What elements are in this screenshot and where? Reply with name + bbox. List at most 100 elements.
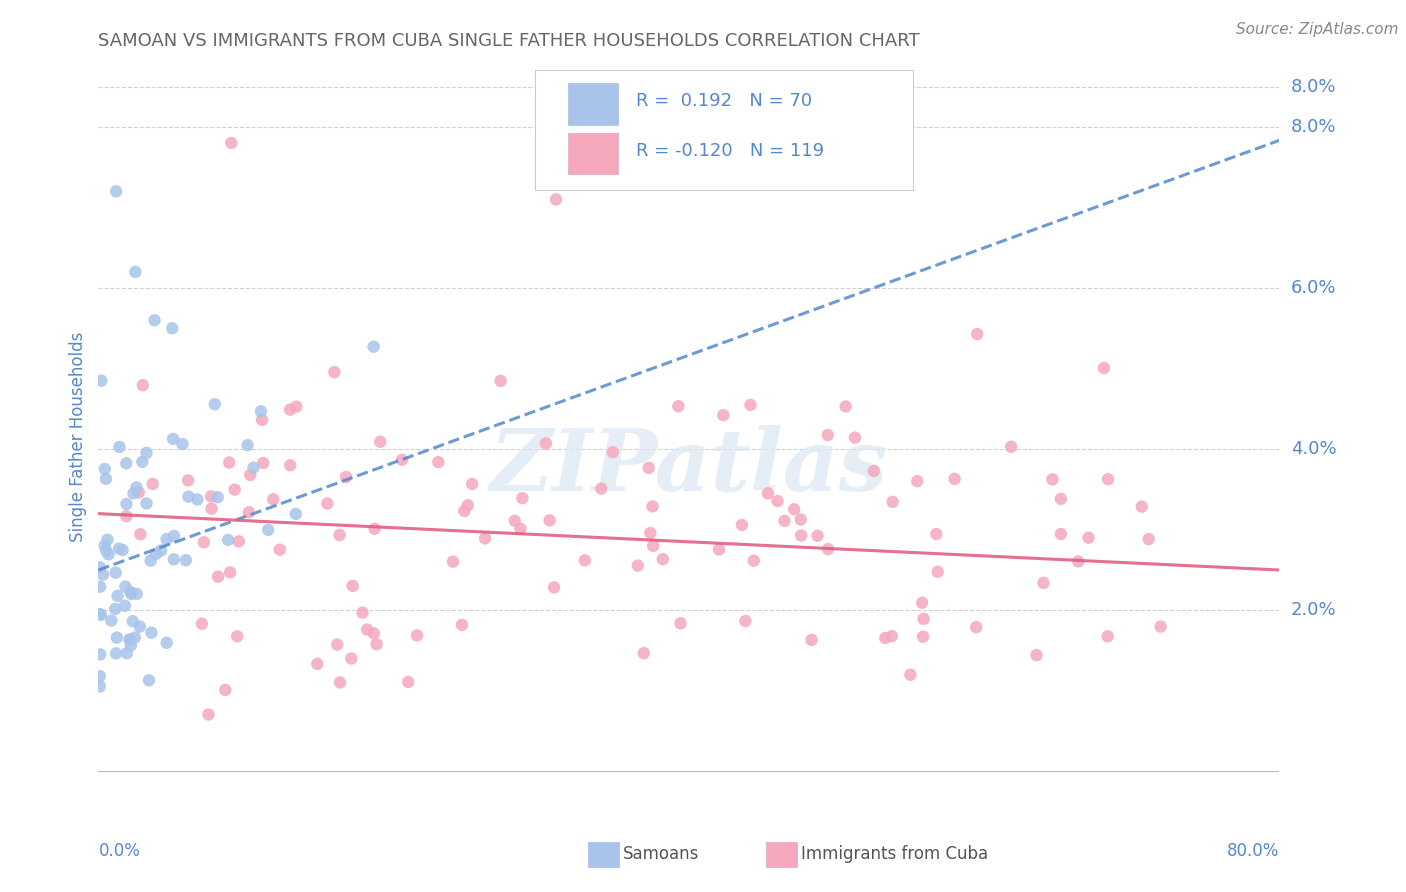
Text: 8.0%: 8.0% [1291,78,1336,95]
Point [94,543,117,558]
Point [250,413,273,427]
Point [783,502,806,516]
Point [108,541,131,556]
Point [882,495,904,509]
Point [125,587,148,601]
Point [114,599,136,613]
Point [89,648,111,662]
Point [89,669,111,683]
Text: ZIPatlas: ZIPatlas [489,425,889,508]
Point [335,470,357,484]
Point [666,399,689,413]
Point [1050,527,1073,541]
Point [591,482,613,496]
Point [766,494,789,508]
Point [457,499,479,513]
Point [115,509,138,524]
Point [242,460,264,475]
Point [966,326,988,341]
Point [391,452,413,467]
Text: 2.0%: 2.0% [1291,601,1336,619]
Point [207,569,229,583]
Point [643,539,665,553]
Point [509,522,531,536]
Bar [568,133,619,174]
Point [905,474,928,488]
Point [1025,648,1047,662]
Point [125,480,148,494]
Point [844,431,866,445]
Point [129,619,152,633]
Point [912,612,935,626]
Point [239,467,262,482]
Point [135,446,157,460]
Point [115,646,138,660]
Point [543,580,565,594]
Point [204,397,226,411]
Point [96,533,118,547]
Point [911,596,934,610]
Bar [568,84,619,125]
Point [307,657,329,671]
Point [143,313,166,327]
Point [817,428,839,442]
Point [342,579,364,593]
Point [862,464,884,478]
Text: SAMOAN VS IMMIGRANTS FROM CUBA SINGLE FATHER HOUSEHOLDS CORRELATION CHART: SAMOAN VS IMMIGRANTS FROM CUBA SINGLE FA… [98,32,920,50]
Point [115,456,138,470]
Point [177,490,200,504]
Y-axis label: Single Father Households: Single Father Households [69,332,87,542]
Point [89,580,111,594]
Point [197,707,219,722]
Point [207,490,229,504]
Point [352,606,374,620]
Point [257,523,280,537]
Point [538,513,561,527]
Point [574,553,596,567]
Point [512,491,534,505]
Point [278,458,301,473]
Point [707,542,730,557]
Point [172,437,194,451]
Point [640,526,662,541]
Text: Samoans: Samoans [623,845,699,863]
Point [602,445,624,459]
Point [927,565,949,579]
Point [965,620,987,634]
Point [162,432,184,446]
Point [546,193,568,207]
Point [1077,531,1099,545]
Point [368,434,391,449]
Point [111,543,134,558]
Point [252,456,274,470]
Point [155,532,177,546]
Point [534,436,557,450]
Point [135,496,157,510]
Point [105,631,128,645]
Point [912,630,935,644]
Point [363,340,385,354]
Point [121,614,143,628]
Point [1130,500,1153,514]
Point [218,455,240,469]
Point [97,548,120,562]
Point [228,534,250,549]
Point [150,543,173,558]
Point [142,476,165,491]
Point [89,680,111,694]
Point [441,555,464,569]
Point [162,321,183,335]
Point [734,614,756,628]
Point [669,616,692,631]
Point [118,632,141,647]
Point [90,607,112,622]
Point [94,462,117,476]
Point [1097,629,1119,643]
Point [633,646,655,660]
Point [224,483,246,497]
Point [163,552,186,566]
Point [651,552,673,566]
Point [131,455,153,469]
Point [191,616,214,631]
Point [141,625,163,640]
